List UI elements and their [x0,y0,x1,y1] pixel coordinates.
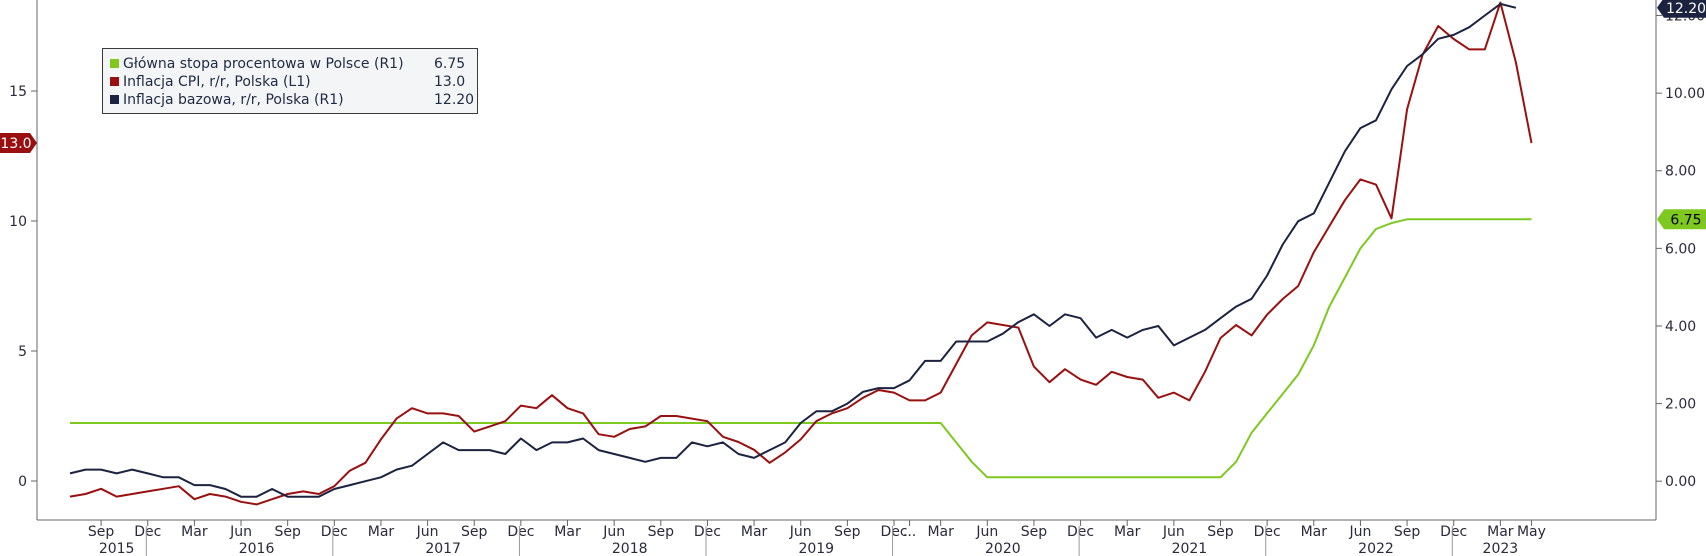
x-month-label: Sep [834,524,861,540]
legend: Główna stopa procentowa w Polsce (R1) 6.… [102,48,478,114]
x-month-label: Sep [1207,524,1234,540]
right-tick-label: 10.00 [1665,86,1705,102]
x-year-label: 2021 [1172,541,1208,556]
x-month-label: Sep [461,524,488,540]
right-tick-label: 4.00 [1665,319,1696,335]
left-tick-label: 5 [18,344,27,360]
x-month-label: Jun [416,524,439,540]
x-month-label: May [1517,524,1546,540]
x-month-label: Sep [648,524,675,540]
legend-item-policy-rate: Główna stopa procentowa w Polsce (R1) 6.… [110,55,465,73]
x-year-label: 2015 [99,541,135,556]
x-month-label: Mar [1114,524,1141,540]
legend-item-cpi: Inflacja CPI, r/r, Polska (L1) 13.0 [110,73,465,91]
x-month-label: Dec [694,524,721,540]
x-month-label: Dec [880,524,907,540]
x-month-label: Sep [1021,524,1048,540]
cpi-value-tag [0,133,37,153]
legend-item-core-inflation: Inflacja bazowa, r/r, Polska (R1) 12.20 [110,91,474,109]
x-month-label: Mar [927,524,954,540]
x-axis-ticks: Sep Dec Mar Jun Sep Dec Mar Jun Sep Dec Mar Jun Sep D… [88,520,1546,556]
x-month-label: Dec [1254,524,1281,540]
legend-label: Główna stopa procentowa w Polsce (R1) [123,56,404,72]
x-month-label: Jun [1162,524,1185,540]
legend-label: Inflacja bazowa, r/r, Polska (R1) [123,92,344,108]
x-month-label: Dec [1440,524,1467,540]
x-year-label: 2016 [239,541,275,556]
left-tick-label: 0 [18,474,27,490]
cpi-value-tag-label: 13.0 [0,136,31,152]
x-month-label: Mar [368,524,395,540]
x-month-label: Mar [181,524,208,540]
x-month-label: Mar [1301,524,1328,540]
x-month-label: Jun [975,524,998,540]
right-tick-label: 8.00 [1665,164,1696,180]
series-lines [69,1,1533,506]
x-month-label: Sep [274,524,301,540]
legend-value: 13.0 [434,74,466,90]
x-year-label: 2018 [612,541,648,556]
x-month-label: Jun [229,524,252,540]
legend-swatch [110,77,119,86]
right-tick-label: 0.00 [1665,474,1696,490]
right-value-tag [1657,0,1706,18]
right-value-tag-label: 6.75 [1670,212,1701,228]
x-month-label: Sep [88,524,115,540]
axes [36,0,1657,521]
x-month-label: Mar [741,524,768,540]
x-month-label: Dec [1067,524,1094,540]
x-month-label: Mar [554,524,581,540]
x-month-label: Dec [321,524,348,540]
right-value-tag [1657,209,1706,230]
x-month-label: Jun [602,524,625,540]
x-month-label: Dec [507,524,534,540]
legend-value: 6.75 [434,56,466,72]
legend-swatch [110,59,119,68]
series-line-1 [69,1,1533,506]
right-tick-label: 2.00 [1665,397,1696,413]
left-tick-label: 10 [9,214,27,230]
left-axis-ticks: 0 5 10 15 [9,84,37,490]
last-value-tags: 13.0 12.20 6.75 [0,0,1706,230]
x-year-label: 2019 [798,541,834,556]
left-tick-label: 15 [9,84,27,100]
right-tick-label: 6.00 [1665,241,1696,257]
x-year-label: 2023 [1483,541,1519,556]
series-line-2 [69,2,1517,498]
legend-swatch [110,95,119,104]
x-month-label: Dec [134,524,161,540]
legend-label: Inflacja CPI, r/r, Polska (L1) [123,74,311,90]
x-month-label: Jun [789,524,812,540]
x-year-label: 2017 [425,541,461,556]
x-month-label: Sep [1394,524,1421,540]
x-year-label: 2020 [985,541,1021,556]
series-line-0 [70,218,1532,479]
right-value-tag-label: 12.20 [1666,1,1706,17]
x-year-label: 2022 [1358,541,1394,556]
legend-value: 12.20 [434,92,475,108]
x-month-label: ... [903,524,916,540]
x-month-label: Mar [1487,524,1514,540]
x-month-label: Jun [1348,524,1371,540]
